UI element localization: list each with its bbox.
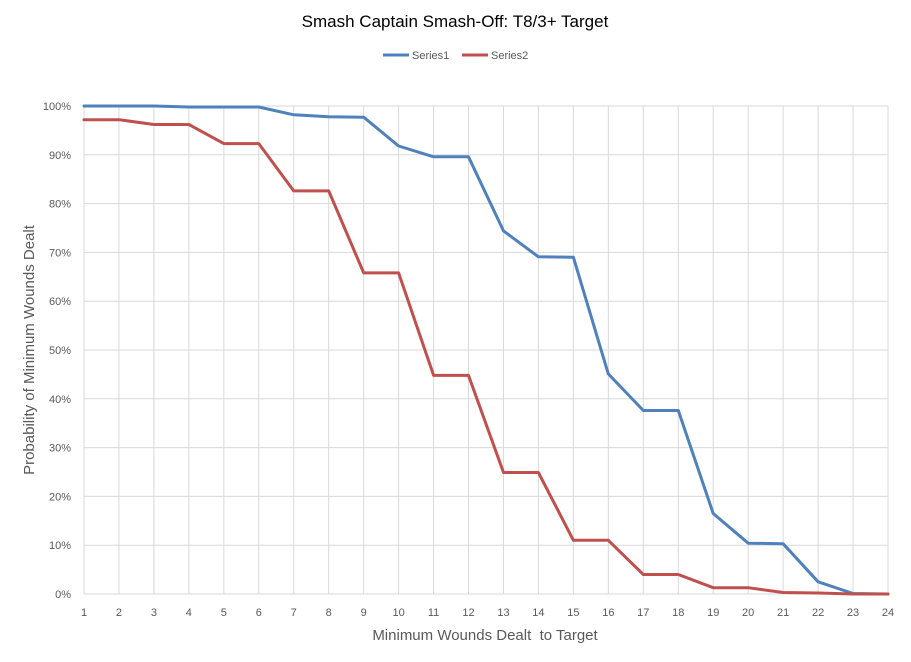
x-tick-label: 16 [602, 607, 614, 619]
x-tick-label: 2 [116, 607, 122, 619]
y-tick-label: 90% [49, 150, 71, 162]
y-axis-title: Probability of Minimum Wounds Dealt [21, 224, 38, 475]
y-tick-label: 10% [49, 540, 71, 552]
y-tick-label: 70% [49, 247, 71, 259]
y-tick-label: 60% [49, 296, 71, 308]
x-tick-label: 13 [497, 607, 509, 619]
series-lines [82, 104, 890, 596]
series-line-series1 [82, 104, 890, 596]
y-tick-label: 100% [43, 101, 71, 113]
x-tick-label: 17 [637, 607, 649, 619]
legend: Series1 Series2 [383, 50, 528, 62]
x-tick-label: 24 [882, 607, 894, 619]
x-tick-label: 18 [672, 607, 684, 619]
legend-label: Series1 [412, 50, 449, 62]
x-axis-ticks: 1 2 3 4 5 6 7 8 9 10 11 12 13 14 15 16 17 18 19 20 21 22 23 24 [81, 607, 894, 619]
x-tick-label: 21 [777, 607, 789, 619]
y-tick-label: 80% [49, 199, 71, 211]
gridlines [83, 105, 889, 595]
y-tick-label: 40% [49, 394, 71, 406]
x-tick-label: 10 [392, 607, 404, 619]
y-tick-label: 50% [49, 345, 71, 357]
x-tick-label: 11 [428, 607, 439, 619]
x-axis-title: Minimum Wounds Dealt to Target [372, 627, 598, 644]
x-tick-label: 4 [186, 607, 192, 619]
x-tick-label: 9 [361, 607, 367, 619]
y-tick-label: 0% [55, 589, 71, 601]
x-tick-label: 7 [291, 607, 297, 619]
y-tick-label: 20% [49, 491, 71, 503]
x-tick-label: 6 [256, 607, 262, 619]
x-tick-label: 14 [532, 607, 544, 619]
x-tick-label: 22 [812, 607, 824, 619]
chart-title: Smash Captain Smash-Off: T8/3+ Target [302, 12, 609, 31]
x-tick-label: 8 [326, 607, 332, 619]
y-tick-label: 30% [49, 443, 71, 455]
x-tick-label: 19 [707, 607, 719, 619]
x-tick-label: 5 [221, 607, 227, 619]
x-tick-label: 15 [567, 607, 579, 619]
x-tick-label: 1 [81, 607, 87, 619]
x-tick-label: 12 [462, 607, 474, 619]
series-line-series2 [82, 118, 890, 596]
y-axis-ticks: 0% 10% 20% 30% 40% 50% 60% 70% 80% 90% 100% [43, 101, 71, 601]
x-tick-label: 20 [742, 607, 754, 619]
x-tick-label: 3 [151, 607, 157, 619]
x-tick-label: 23 [847, 607, 859, 619]
legend-label: Series2 [491, 50, 528, 62]
